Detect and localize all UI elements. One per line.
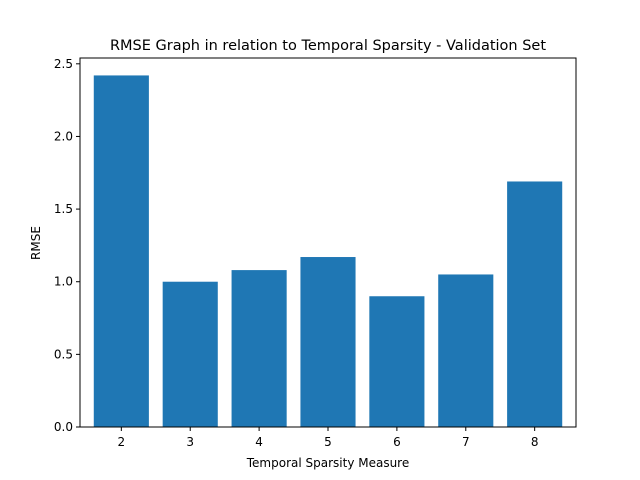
y-tick-label: 2.5 [54,57,73,71]
x-tick-label: 7 [462,435,470,449]
x-tick-label: 6 [393,435,401,449]
bar-2 [93,75,149,428]
bar-5 [300,257,356,427]
bar-4 [231,270,287,427]
bar-3 [162,281,218,427]
x-axis-label: Temporal Sparsity Measure [246,456,410,470]
bar-8 [507,181,563,427]
x-tick-label: 4 [255,435,263,449]
y-tick-label: 0.5 [54,347,73,361]
x-tick-label: 5 [324,435,332,449]
bar-6 [369,296,425,427]
chart-title: RMSE Graph in relation to Temporal Spars… [110,38,546,54]
y-tick-label: 0.0 [54,420,73,434]
x-tick-label: 2 [118,435,126,449]
y-tick-label: 1.0 [54,275,73,289]
y-tick-label: 1.5 [54,202,73,216]
x-tick-label: 8 [531,435,539,449]
y-tick-label: 2.0 [54,129,73,143]
x-tick-label: 3 [186,435,194,449]
bar-7 [438,274,494,427]
y-axis-label: RMSE [29,226,43,260]
plot-area: 0.0 0.5 1.0 1.5 2.0 2.5 2 3 4 5 6 7 8 [54,57,577,449]
